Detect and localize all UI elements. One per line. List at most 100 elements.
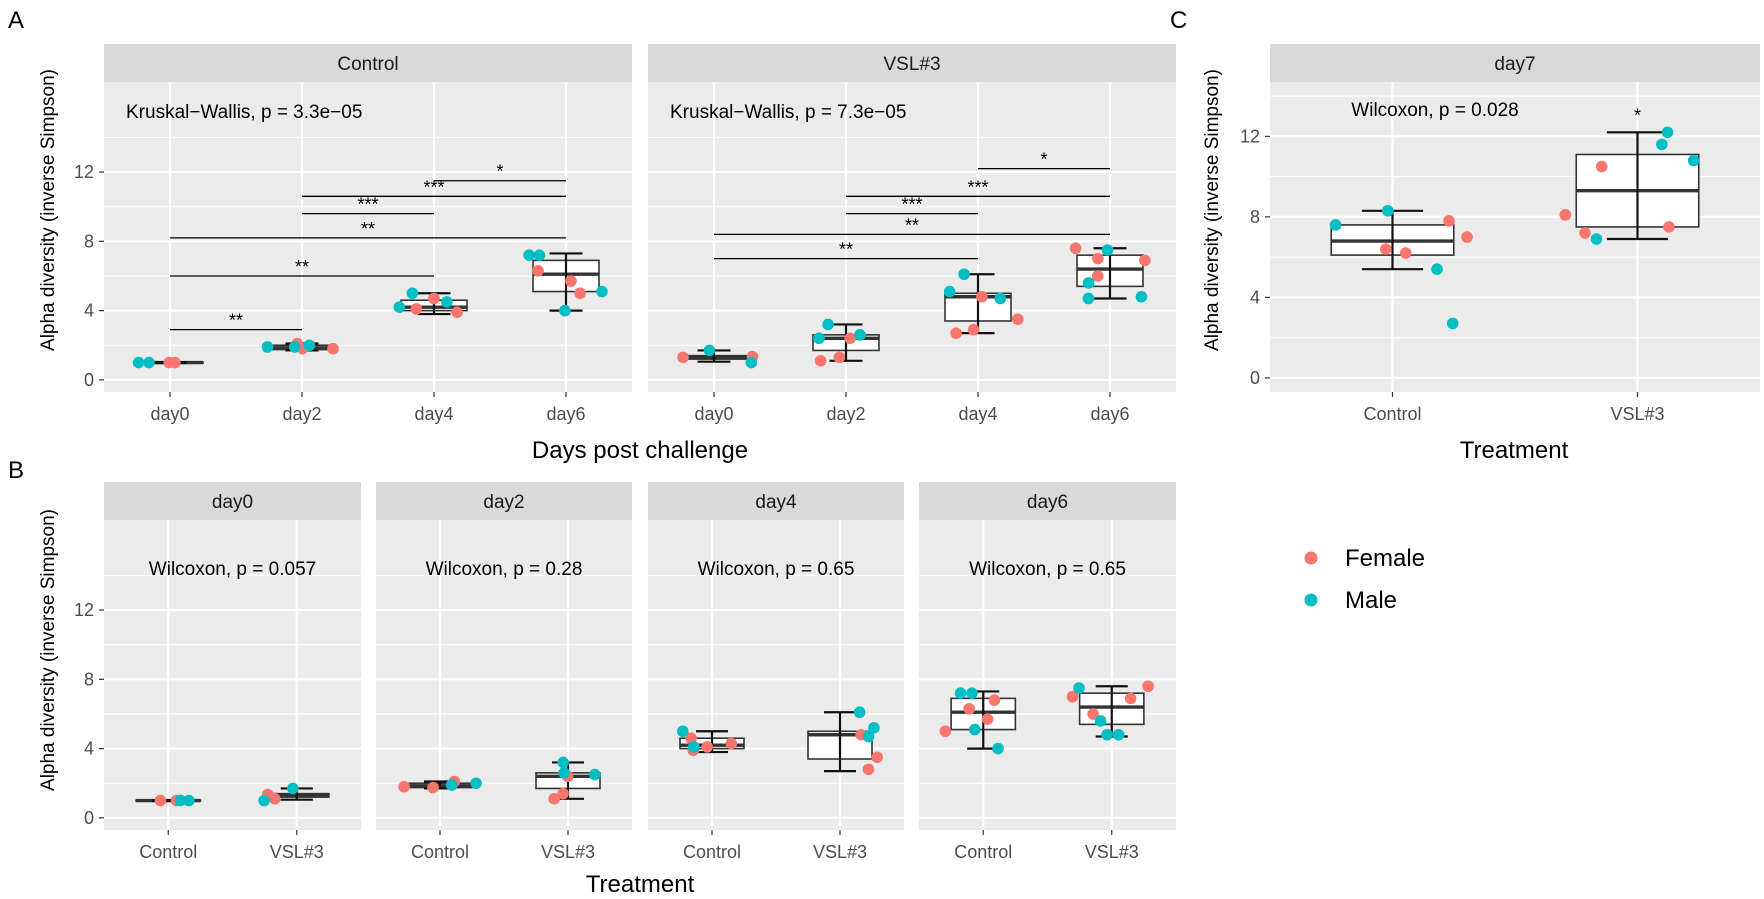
data-point: [939, 725, 952, 738]
x-axis-title: Treatment: [1460, 437, 1569, 464]
stat-annotation: Wilcoxon, p = 0.028: [1351, 100, 1518, 121]
y-tick-label: 8: [84, 669, 94, 689]
data-point: [1091, 270, 1104, 282]
data-point: [183, 794, 195, 807]
data-point: [988, 694, 1001, 706]
data-point: [701, 741, 713, 753]
x-axis-title: Days post challenge: [532, 437, 748, 464]
data-point: [261, 341, 274, 353]
data-point: [596, 285, 608, 298]
data-point: [981, 713, 994, 725]
data-point: [1329, 219, 1342, 231]
facet-strip-label: Control: [337, 54, 398, 75]
x-tick-label: day2: [826, 404, 865, 424]
stat-annotation: Kruskal−Wallis, p = 3.3e−05: [126, 102, 362, 123]
data-point: [868, 722, 880, 734]
data-point: [398, 780, 410, 793]
data-point: [950, 327, 962, 339]
data-point: [725, 737, 738, 750]
x-tick-label: day0: [150, 404, 189, 424]
data-point: [966, 687, 978, 699]
data-point: [268, 793, 281, 805]
data-point: [1380, 243, 1392, 255]
data-point: [557, 756, 569, 769]
facet-panel: day2 Control VSL#3 Wilcoxon, p = 0.28: [376, 482, 632, 862]
data-point: [1082, 277, 1095, 289]
box: [1330, 209, 1455, 271]
facet-strip-label: day6: [1027, 492, 1068, 513]
significance-label: **: [229, 311, 243, 331]
data-point: [1101, 244, 1114, 256]
facet-strip: [648, 44, 1176, 82]
data-point: [428, 292, 440, 305]
data-point: [703, 344, 716, 357]
panel-background: [104, 520, 361, 830]
data-point: [1092, 252, 1104, 265]
data-point: [994, 292, 1007, 305]
data-point: [1011, 313, 1024, 326]
stat-annotation: Wilcoxon, p = 0.65: [969, 559, 1126, 580]
data-point: [532, 264, 544, 277]
data-point: [1663, 221, 1675, 233]
data-point: [814, 355, 827, 367]
x-tick-label: day6: [546, 404, 585, 424]
data-point: [327, 342, 339, 355]
data-point: [132, 356, 145, 369]
y-axis-title: Alpha diversity (inverse Simpson): [38, 509, 59, 791]
legend-key: [1304, 593, 1318, 607]
significance-label: *: [1634, 105, 1641, 125]
facet-panel: day6 Control VSL#3 Wilcoxon, p = 0.65: [919, 482, 1176, 862]
x-axis-title: Treatment: [586, 871, 695, 898]
panel-tag: C: [1170, 7, 1187, 34]
data-point: [1382, 205, 1394, 217]
data-point: [853, 706, 866, 719]
y-tick-label: 4: [84, 739, 94, 759]
facet-strip-label: day0: [212, 492, 253, 513]
data-point: [1139, 254, 1151, 267]
x-tick-label: day0: [694, 404, 733, 424]
data-point: [559, 304, 571, 317]
significance-label: **: [361, 219, 375, 239]
significance-label: **: [839, 240, 853, 260]
y-tick-label: 12: [74, 600, 94, 620]
significance-label: *: [1040, 150, 1047, 170]
facet-strip: [104, 482, 361, 520]
x-tick-label: Control: [411, 842, 469, 862]
data-point: [822, 318, 834, 331]
panel-background: [648, 82, 1176, 392]
data-point: [1069, 242, 1082, 255]
data-point: [1431, 263, 1443, 276]
data-point: [1590, 233, 1603, 245]
data-point: [1446, 317, 1459, 330]
data-point: [565, 275, 577, 287]
x-tick-label: VSL#3: [813, 842, 867, 862]
legend-label: Male: [1345, 587, 1397, 614]
facet-panel: day4 Control VSL#3 Wilcoxon, p = 0.65: [648, 482, 904, 862]
data-point: [1461, 231, 1473, 243]
x-tick-label: VSL#3: [270, 842, 324, 862]
data-point: [967, 323, 980, 336]
legend-label: Female: [1345, 545, 1425, 572]
data-point: [1094, 715, 1107, 727]
data-point: [548, 793, 560, 805]
facet-strip-label: day2: [483, 492, 524, 513]
data-point: [677, 351, 689, 364]
data-point: [174, 794, 187, 807]
data-point: [1559, 209, 1572, 221]
data-point: [574, 287, 586, 300]
stat-annotation: Wilcoxon, p = 0.057: [149, 559, 316, 580]
data-point: [427, 781, 439, 794]
data-point: [1101, 728, 1113, 741]
data-point: [470, 777, 482, 790]
facet-strip: [104, 44, 632, 82]
x-tick-label: day4: [414, 404, 453, 424]
facet-strip: [648, 482, 904, 520]
data-point: [1082, 292, 1095, 305]
data-point: [445, 779, 458, 791]
data-point: [1399, 247, 1412, 259]
y-tick-label: 0: [84, 370, 94, 390]
data-point: [1661, 126, 1674, 139]
data-point: [844, 332, 856, 345]
data-point: [862, 763, 875, 776]
